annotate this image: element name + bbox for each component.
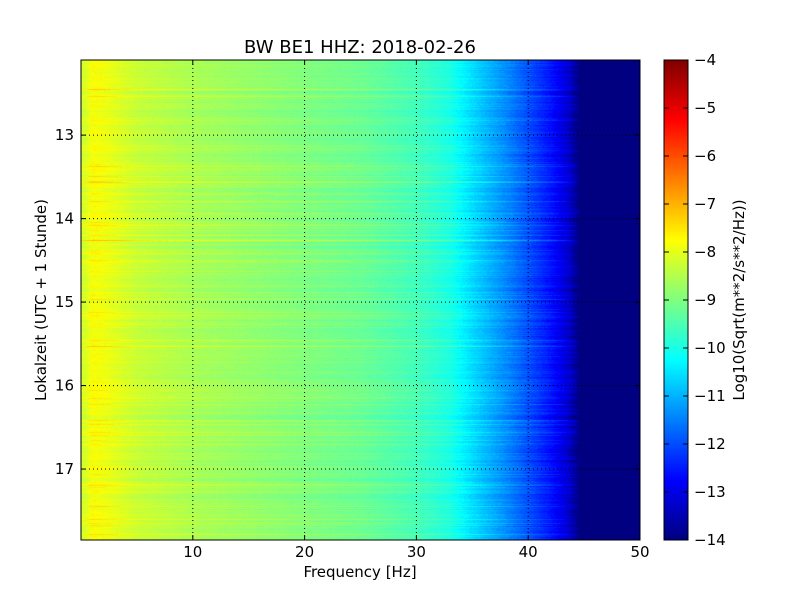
colorbar-tick-label: −9 (694, 291, 716, 309)
colorbar-tick-label: −5 (694, 99, 716, 117)
colorbar-tick-label: −10 (694, 339, 726, 357)
x-tick-label: 30 (407, 543, 426, 561)
y-axis-label: Lokalzeit (UTC + 1 Stunde) (32, 199, 50, 401)
y-tick-label: 14 (55, 210, 74, 228)
colorbar-tick-label: −14 (694, 531, 726, 549)
x-tick-label: 50 (630, 543, 649, 561)
colorbar-tick-label: −6 (694, 147, 716, 165)
colorbar-label: Log10(Sqrt(m**2/s**2/Hz)) (730, 199, 748, 400)
chart-title: BW BE1 HHZ: 2018-02-26 (244, 37, 476, 58)
y-tick-label: 16 (55, 377, 74, 395)
colorbar-ticks: −4 −5 −6 −7 −8 −9 −10 −11 −12 −13 −14 (664, 51, 726, 549)
colorbar-tick-label: −11 (694, 387, 726, 405)
spectrogram-heatmap (81, 60, 640, 540)
colorbar-tick-label: −8 (694, 243, 716, 261)
colorbar-tick-label: −12 (694, 435, 726, 453)
y-axis-ticks: 13 14 15 16 17 (55, 126, 640, 478)
colorbar-tick-label: −4 (694, 51, 716, 69)
y-tick-label: 13 (55, 126, 74, 144)
colorbar-tick-label: −13 (694, 483, 726, 501)
x-axis-ticks: 10 20 30 40 50 (183, 60, 650, 561)
x-axis-label: Frequency [Hz] (303, 563, 416, 581)
colorbar-tick-label: −7 (694, 195, 716, 213)
colorbar: −4 −5 −6 −7 −8 −9 −10 −11 −12 −13 −14 Log10(Sqrt(m… (663, 51, 748, 549)
x-tick-label: 10 (183, 543, 202, 561)
y-tick-label: 17 (55, 460, 74, 478)
x-tick-label: 20 (295, 543, 314, 561)
plot-area (80, 59, 641, 541)
x-tick-label: 40 (519, 543, 538, 561)
plot-frame (80, 59, 641, 541)
y-tick-label: 15 (55, 293, 74, 311)
grid-lines (81, 60, 640, 540)
